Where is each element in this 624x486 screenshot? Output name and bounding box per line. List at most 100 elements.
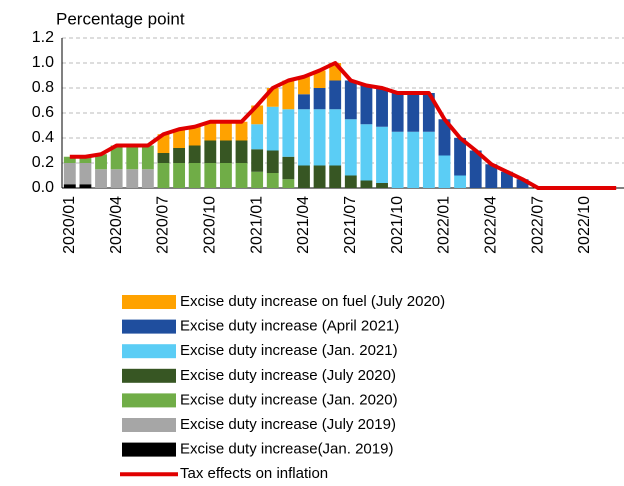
y-tick-label: 0.8 (32, 79, 54, 96)
bar-segment (235, 163, 248, 188)
y-tick-label: 0.2 (32, 154, 54, 171)
bar-segment (360, 124, 373, 181)
legend-label: Excise duty increase on fuel (July 2020) (180, 293, 445, 310)
bar-segment (141, 169, 154, 188)
legend-label: Excise duty increase(Jan. 2019) (180, 441, 393, 458)
bar-segment (173, 129, 186, 148)
y-tick-label: 0.6 (32, 104, 54, 121)
bar-segment (438, 155, 451, 188)
bar-segment (266, 173, 279, 188)
bar-segment (407, 93, 420, 132)
bar-segment (282, 80, 295, 110)
bar-segment (188, 163, 201, 188)
bar-segment (360, 180, 373, 188)
x-tick-label: 2021/07 (342, 196, 359, 254)
bar-segment (251, 124, 264, 150)
bar-segment (204, 121, 217, 141)
bar-segment (360, 85, 373, 125)
bar-segment (454, 138, 467, 176)
bar-segment (376, 88, 388, 127)
bar-segment (282, 109, 295, 157)
bar-segment (485, 164, 498, 188)
bar-segment (329, 63, 342, 81)
bar-segment (79, 163, 92, 185)
bar-segment (126, 169, 139, 188)
bar-segment (235, 121, 248, 141)
bar-segment (329, 80, 342, 110)
x-tick-label: 2020/10 (202, 196, 219, 254)
bar-segment (266, 88, 279, 107)
bar-segment (63, 184, 76, 188)
bar-segment (422, 93, 435, 132)
x-tick-label: 2021/01 (248, 196, 265, 254)
bar-segment (329, 109, 342, 166)
bar-segment (376, 183, 388, 188)
bar-segment (110, 145, 123, 170)
bar-segment (251, 105, 264, 125)
bar-segment (188, 145, 201, 163)
bar-segment (79, 156, 92, 163)
y-tick-label: 1.0 (32, 54, 54, 71)
bar-segment (204, 163, 217, 188)
bar-segment (251, 171, 264, 188)
legend-label: Excise duty increase (April 2021) (180, 318, 399, 335)
bar-segment (141, 145, 154, 170)
bar-segment (298, 94, 310, 110)
bar-segment (313, 109, 326, 166)
bar-segment (63, 163, 76, 185)
chart-title: Percentage point (56, 9, 185, 28)
legend-label: Excise duty increase (July 2020) (180, 367, 396, 384)
bar-segment (344, 80, 357, 120)
bar-segment (391, 131, 404, 188)
bar-segment (251, 149, 264, 172)
bar-segment (173, 163, 186, 188)
bar-segment (422, 131, 435, 188)
bar-segment (266, 150, 279, 173)
x-tick-label: 2022/01 (436, 196, 453, 254)
bar-segment (266, 106, 279, 151)
bar-segment (454, 175, 467, 188)
bar-segment (344, 119, 357, 176)
x-tick-label: 2022/10 (576, 196, 593, 254)
legend-swatch (122, 418, 176, 432)
bar-segment (391, 93, 404, 132)
bar-segment (219, 163, 232, 188)
bar-segment (188, 126, 201, 146)
bar-segment (219, 121, 232, 141)
bar-segment (438, 119, 451, 156)
x-tick-label: 2020/01 (61, 196, 78, 254)
bar-segment (344, 175, 357, 188)
bar-segment (235, 140, 248, 163)
legend-swatch (122, 442, 176, 457)
bar-segment (469, 150, 482, 188)
y-tick-label: 1.2 (32, 29, 54, 46)
bar-segment (95, 154, 107, 170)
x-tick-label: 2020/04 (108, 196, 125, 254)
legend-swatch (122, 393, 176, 408)
bar-segment (63, 156, 76, 163)
bar-segment (313, 70, 326, 88)
bar-segment (219, 140, 232, 163)
bar-segment (298, 109, 310, 166)
x-tick-label: 2022/07 (529, 196, 546, 254)
bar-segment (157, 134, 170, 153)
bar-segment (282, 179, 295, 188)
legend-swatch (122, 368, 176, 383)
legend-label: Excise duty increase (Jan. 2020) (180, 391, 398, 408)
x-tick-label: 2022/04 (483, 196, 500, 254)
legend-swatch (122, 344, 176, 359)
bar-segment (313, 165, 326, 188)
y-tick-label: 0.0 (32, 179, 54, 196)
legend-swatch (122, 319, 176, 334)
bar-segment (376, 126, 388, 183)
bar-segment (157, 153, 170, 163)
bar-segment (329, 165, 342, 188)
x-tick-label: 2021/04 (295, 196, 312, 254)
bar-segment (516, 179, 529, 188)
legend-label: Excise duty increase (July 2019) (180, 416, 396, 433)
bar-segment (157, 163, 170, 188)
bar-segment (173, 148, 186, 163)
bar-segment (126, 145, 139, 170)
bar-segment (110, 169, 123, 188)
